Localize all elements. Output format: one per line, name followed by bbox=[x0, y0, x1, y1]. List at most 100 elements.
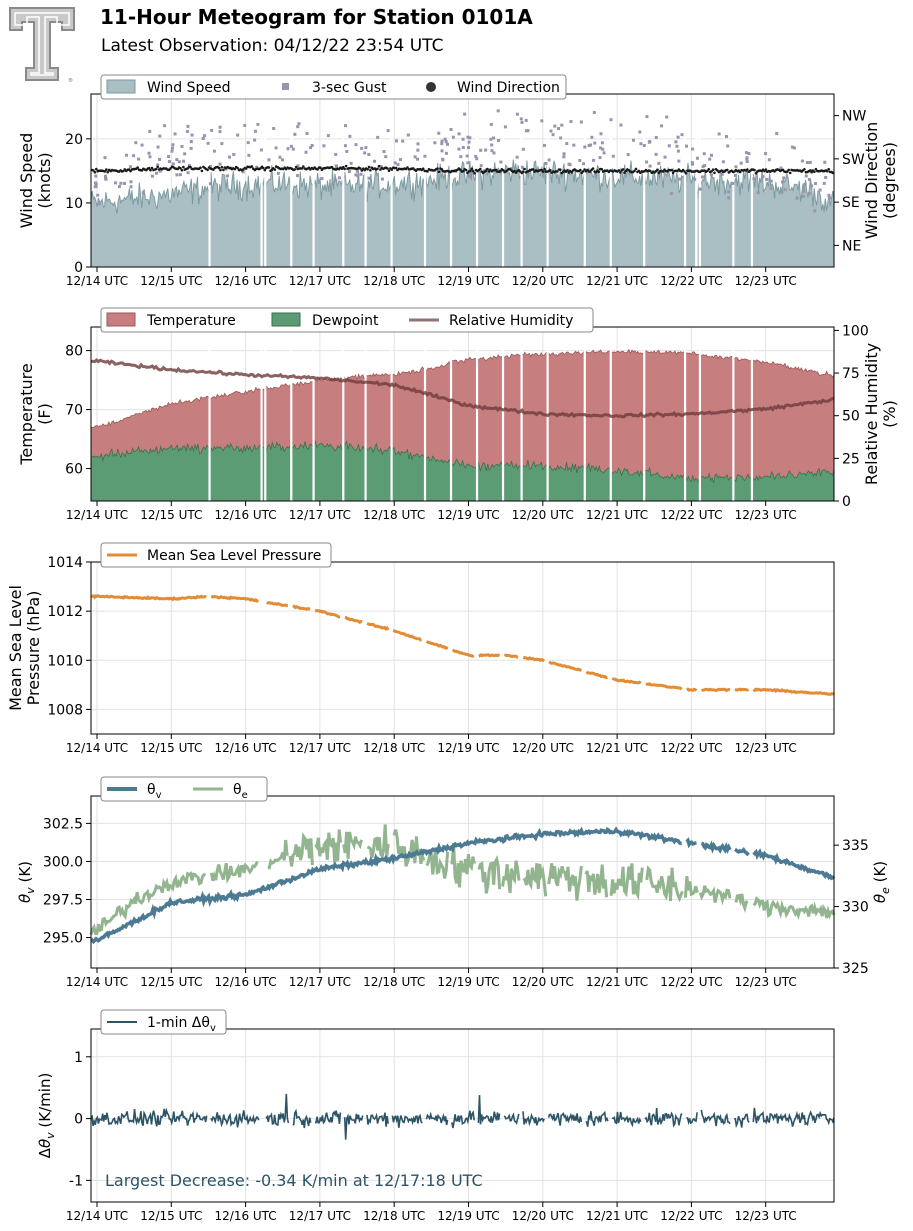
x-tick-label: 12/17 UTC bbox=[289, 1209, 351, 1223]
y2-tick-label: 100 bbox=[842, 323, 869, 339]
gust-point bbox=[363, 151, 367, 155]
gust-point bbox=[780, 180, 784, 184]
gust-point bbox=[349, 161, 353, 165]
panel-pressure: 1008 1010 1012 1014 12/14 UTC 12/15 UTC 12/16 … bbox=[6, 542, 835, 755]
x-tick-label: 12/20 UTC bbox=[512, 508, 574, 522]
wind-direction-point bbox=[623, 171, 626, 174]
wind-direction-point bbox=[464, 168, 468, 172]
data-gap bbox=[520, 94, 523, 267]
panel-wind: 0 10 20 12/14 UTC 12/15 UTC 12/16 UTC 12/17 UT… bbox=[17, 74, 899, 288]
gust-point bbox=[178, 173, 182, 177]
gust-point bbox=[827, 196, 831, 200]
gust-point bbox=[354, 173, 358, 177]
gust-point bbox=[503, 125, 507, 129]
y-tick-label: -1 bbox=[69, 1173, 83, 1189]
wind-direction-point bbox=[179, 167, 182, 170]
gust-point bbox=[720, 172, 724, 176]
gust-point bbox=[441, 158, 445, 162]
data-gap bbox=[423, 327, 427, 501]
wind-direction-point bbox=[206, 168, 209, 172]
gust-point bbox=[676, 149, 680, 153]
gust-point bbox=[433, 141, 437, 145]
wind-direction-point bbox=[617, 169, 621, 172]
gust-point bbox=[173, 132, 177, 136]
wind-direction-point bbox=[267, 166, 271, 169]
axis-label: Wind Speed(knots) bbox=[17, 133, 54, 228]
gust-point bbox=[602, 151, 606, 155]
axis-label-line: Wind Speed bbox=[17, 133, 36, 228]
gust-point bbox=[364, 146, 368, 150]
gust-point bbox=[638, 130, 642, 134]
gust-point bbox=[463, 112, 467, 116]
gust-point bbox=[827, 193, 831, 197]
gust-point bbox=[189, 140, 193, 144]
gust-point bbox=[680, 133, 684, 137]
gust-point bbox=[360, 146, 364, 150]
gust-point bbox=[382, 150, 386, 154]
gust-point bbox=[807, 191, 811, 195]
x-tick-label: 12/17 UTC bbox=[289, 508, 351, 522]
x-tick-label: 12/21 UTC bbox=[586, 508, 648, 522]
gust-point bbox=[305, 132, 309, 136]
gust-point bbox=[156, 145, 160, 149]
gust-point bbox=[459, 155, 463, 159]
gust-point bbox=[803, 182, 807, 186]
wind-direction-point bbox=[713, 171, 716, 175]
gust-point bbox=[490, 143, 494, 147]
data-gap bbox=[449, 327, 453, 501]
x-tick-label: 12/23 UTC bbox=[735, 274, 797, 288]
gust-point bbox=[709, 173, 713, 177]
legend-box bbox=[100, 1009, 227, 1035]
gust-point bbox=[208, 164, 212, 168]
gust-point bbox=[601, 147, 605, 151]
wind-direction-point bbox=[787, 168, 790, 172]
y2-tick-label: SW bbox=[842, 152, 865, 168]
wind-direction-point bbox=[470, 167, 474, 171]
gust-point bbox=[247, 153, 251, 157]
wind-direction-point bbox=[597, 170, 601, 174]
gust-point bbox=[562, 152, 566, 156]
gust-point bbox=[667, 144, 671, 148]
gust-point bbox=[813, 209, 817, 213]
gust-point bbox=[440, 139, 444, 143]
legend-box bbox=[100, 542, 332, 568]
x-tick-label: 12/23 UTC bbox=[735, 508, 797, 522]
gust-point bbox=[782, 176, 786, 180]
axis-label: Temperature(F) bbox=[17, 363, 54, 465]
gust-point bbox=[801, 194, 805, 198]
gust-point bbox=[721, 160, 725, 164]
x-tick-label: 12/18 UTC bbox=[363, 1209, 425, 1223]
gust-point bbox=[416, 148, 420, 152]
gust-point bbox=[619, 123, 623, 127]
wind-speed-area bbox=[91, 159, 834, 267]
gust-point bbox=[520, 165, 524, 169]
gust-point bbox=[246, 141, 250, 145]
wind-direction-point bbox=[421, 167, 425, 170]
gust-point bbox=[779, 166, 783, 170]
gust-point bbox=[96, 193, 100, 197]
gust-point bbox=[676, 135, 680, 139]
page-title: 11-Hour Meteogram for Station 0101A bbox=[100, 5, 533, 29]
axis-label-line: Temperature bbox=[17, 363, 36, 465]
gust-point bbox=[443, 137, 447, 141]
gust-point bbox=[756, 191, 760, 195]
gust-point bbox=[445, 142, 449, 146]
gust-point bbox=[560, 123, 564, 127]
wind-direction-point bbox=[486, 167, 489, 171]
wind-direction-point bbox=[359, 167, 362, 170]
gust-point bbox=[626, 153, 630, 157]
gust-point bbox=[175, 158, 179, 162]
gust-point bbox=[276, 171, 280, 175]
gust-point bbox=[645, 160, 649, 164]
x-tick-label: 12/15 UTC bbox=[140, 1209, 202, 1223]
axis-label-delta: Δ bbox=[36, 1147, 54, 1158]
data-gap bbox=[290, 94, 293, 267]
y-tick-label: 297.5 bbox=[43, 893, 83, 909]
gust-point bbox=[769, 179, 773, 183]
gust-point bbox=[467, 140, 471, 144]
gust-point bbox=[600, 141, 604, 145]
gust-point bbox=[521, 147, 525, 151]
x-tick-label: 12/14 UTC bbox=[66, 1209, 128, 1223]
gust-point bbox=[113, 181, 117, 185]
wind-direction-point bbox=[319, 166, 322, 169]
